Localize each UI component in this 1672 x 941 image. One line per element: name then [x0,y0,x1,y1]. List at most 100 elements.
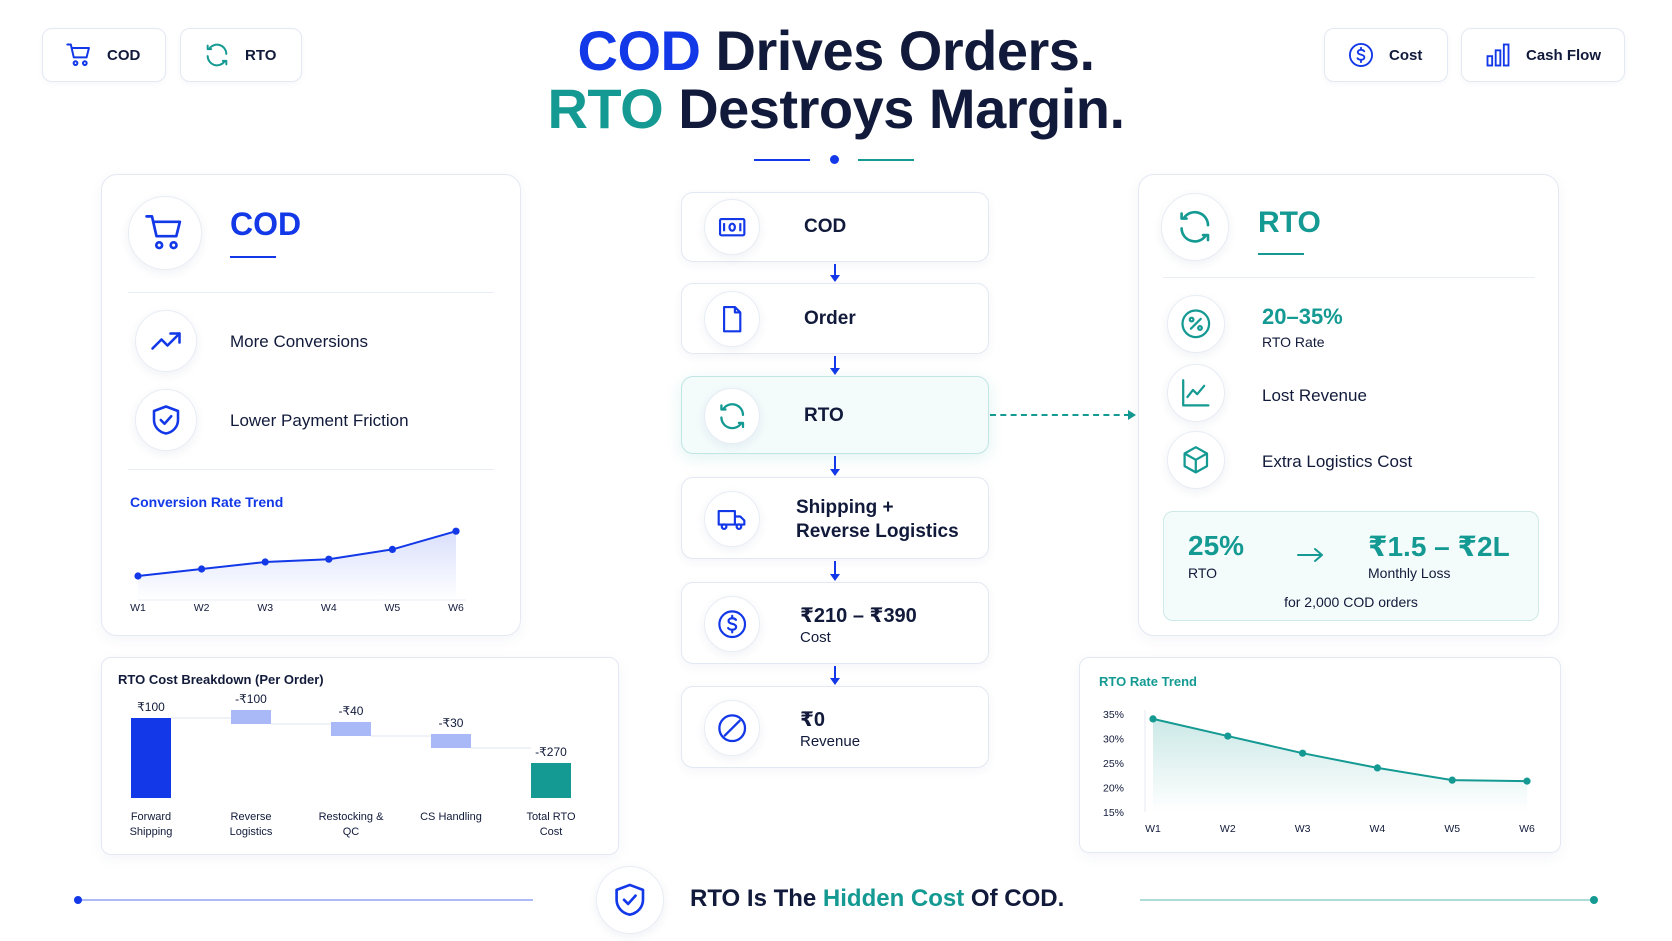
friction-icon-circle [135,389,197,451]
conversion-x-tick: W5 [385,602,401,614]
waterfall-bar [431,734,471,748]
flow-arrow [830,356,840,375]
cod-card-icon [128,196,202,270]
divider [128,292,494,293]
conversion-point [388,545,396,553]
rto-x-tick: W6 [1519,823,1535,835]
cart-icon [145,215,182,250]
flow-label-cost: Cost [800,629,831,646]
shield-check-icon [152,405,180,435]
cod-pill[interactable]: COD [42,28,166,82]
rto-line [1152,717,1528,783]
trending-up-icon [151,332,181,350]
rto-rate-chart: 35% 30% 25% 20% 15% W1 W2 W3 W4 W5 W6 [1103,709,1535,835]
flow-step-cod: COD [681,192,989,262]
waterfall-bar [131,718,171,798]
summary-note: for 2,000 COD orders [1284,594,1418,610]
rto-rate-value: 20–35% [1262,304,1343,329]
rto-y-tick: 35% [1103,709,1124,721]
logistics-cost-icon-circle [1167,431,1225,489]
rto-cost-breakdown-card [101,657,619,855]
cash-flow-pill-label: Cash Flow [1526,46,1602,64]
feature-lower-friction: Lower Payment Friction [230,411,409,430]
flow-label-cod: COD [804,216,847,237]
conversion-point [325,555,333,563]
flow-label-revenue-value: ₹0 [800,709,826,731]
waterfall-data-label: -₹100 [235,692,267,706]
cost-pill[interactable]: Cost [1324,28,1448,82]
headline-divider [754,155,914,164]
conversions-icon-circle [135,310,197,372]
rto-y-tick: 15% [1103,807,1124,819]
cost-pill-label: Cost [1389,46,1423,64]
rto-point [1523,777,1531,785]
rto-connector-arrowhead [1128,410,1136,420]
footer-line-left [75,899,533,901]
headline-rest-1: Drives Orders. [700,19,1096,82]
dollar-icon [718,610,746,638]
flow-arrow [830,264,840,282]
rto-title-underline [1258,253,1304,255]
dollar-icon [1348,42,1374,68]
rto-point [1448,776,1456,784]
cost-breakdown-title: RTO Cost Breakdown (Per Order) [118,672,324,687]
conversion-point [261,558,269,566]
waterfall-data-label: -₹270 [535,745,567,759]
headline-line-1: COD Drives Orders. [0,22,1672,80]
headline-accent-cod: COD [577,19,701,82]
truck-icon [717,509,746,530]
rto-x-tick: W1 [1145,823,1161,835]
waterfall-bar [331,722,371,736]
summary-loss-value: ₹1.5 – ₹2L [1368,531,1510,562]
line-chart-icon [1182,379,1210,407]
rto-area [1153,718,1527,812]
cod-card-title: COD [230,206,302,242]
flow-arrow [830,666,840,685]
rto-trend-title: RTO Rate Trend [1099,674,1198,689]
footer-tagline: RTO Is The Hidden Cost Of COD. [690,885,1064,913]
flow-icon-circle [704,596,760,652]
rto-point [1149,715,1157,723]
rto-point [1373,764,1381,772]
refresh-icon [1180,211,1210,243]
rto-pill-label: RTO [245,46,277,64]
document-icon [722,305,742,333]
conversion-point [198,565,206,573]
feature-more-conversions: More Conversions [230,332,368,351]
flow-label-order: Order [804,308,856,329]
rto-x-tick: W4 [1370,823,1386,835]
headline-accent-rto: RTO [547,77,664,140]
flow-label-shipping: Shipping + Reverse Logistics [796,497,959,542]
cash-icon [718,217,746,237]
shield-check-icon [615,883,645,917]
rto-y-tick: 30% [1103,734,1124,746]
rto-y-tick: 25% [1103,758,1124,770]
rto-rate-label: RTO Rate [1262,334,1325,350]
cost-breakdown-chart: ₹100 Forward Shipping -₹100 Reverse Logistics… [130,692,576,838]
rto-point [1224,732,1232,740]
flow-step-order: Order [681,283,989,354]
cash-flow-pill[interactable]: Cash Flow [1461,28,1625,82]
cod-title-underline [230,256,276,258]
flow-label-rto: RTO [804,405,844,426]
no-entry-icon [718,714,746,742]
tagline-end: Of COD. [964,885,1065,912]
flow-icon-circle [704,388,760,444]
conversion-x-tick: W6 [448,602,464,614]
footer-dot-right [1590,896,1598,904]
headline-rest-2: Destroys Margin. [663,77,1125,140]
rto-x-tick: W3 [1295,823,1311,835]
box-icon [1183,446,1209,474]
summary-loss-label: Monthly Loss [1368,565,1451,581]
conversion-trend-title: Conversion Rate Trend [130,494,284,510]
flow-step-rto: RTO [681,376,989,454]
rto-pill[interactable]: RTO [180,28,302,82]
summary-rto-value: 25% [1188,530,1245,561]
conversion-line [137,530,457,577]
arrow-right-icon [1297,548,1323,562]
footer-line-right [1140,899,1596,901]
conversion-rate-chart: W1 W2 W3 W4 W5 W6 [130,527,466,614]
conversion-point [134,572,142,580]
rto-rate-icon-circle [1167,295,1225,353]
conversion-x-tick: W4 [321,602,337,614]
